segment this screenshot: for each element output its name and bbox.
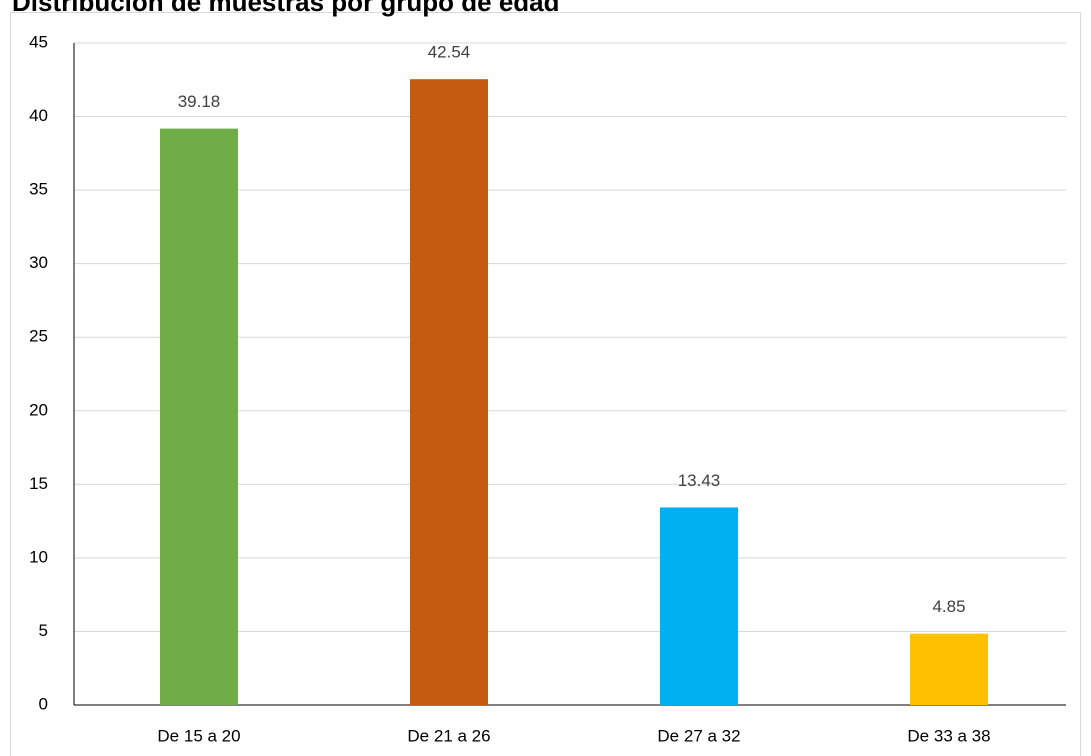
y-tick-label: 20 — [29, 400, 48, 419]
x-tick-label: De 33 a 38 — [907, 726, 990, 745]
y-tick-label: 30 — [29, 253, 48, 272]
bar — [410, 79, 488, 705]
bar — [910, 633, 988, 705]
chart-title: Distribución de muestras por grupo de ed… — [12, 0, 560, 17]
bar — [660, 507, 738, 705]
value-label: 42.54 — [428, 43, 471, 62]
y-tick-label: 40 — [29, 106, 48, 125]
y-tick-label: 35 — [29, 180, 48, 199]
x-tick-label: De 21 a 26 — [407, 726, 490, 745]
y-tick-label: 10 — [29, 547, 48, 566]
x-tick-label: De 15 a 20 — [157, 726, 240, 745]
y-tick-label: 45 — [29, 32, 48, 51]
y-tick-label: 15 — [29, 474, 48, 493]
y-tick-label: 0 — [39, 694, 48, 713]
value-label: 13.43 — [678, 471, 721, 490]
x-tick-label: De 27 a 32 — [657, 726, 740, 745]
y-tick-label: 25 — [29, 327, 48, 346]
value-label: 4.85 — [932, 597, 965, 616]
y-tick-label: 5 — [39, 621, 48, 640]
bar — [160, 128, 238, 706]
value-label: 39.18 — [178, 92, 221, 111]
